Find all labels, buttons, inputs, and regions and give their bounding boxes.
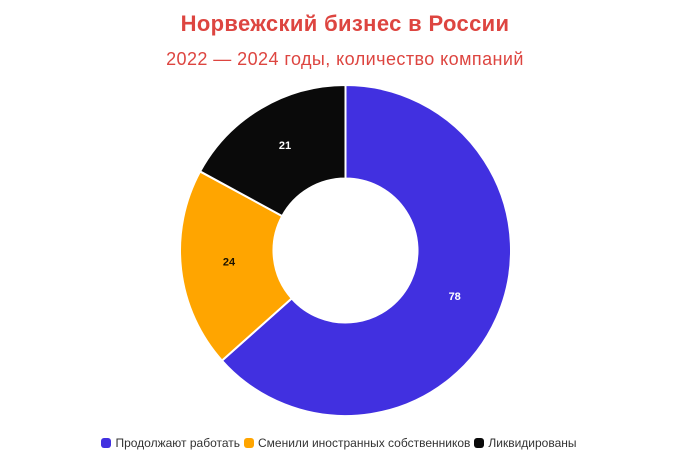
svg-text:24: 24 bbox=[223, 257, 236, 269]
svg-text:21: 21 bbox=[279, 140, 291, 152]
svg-text:78: 78 bbox=[449, 291, 461, 303]
